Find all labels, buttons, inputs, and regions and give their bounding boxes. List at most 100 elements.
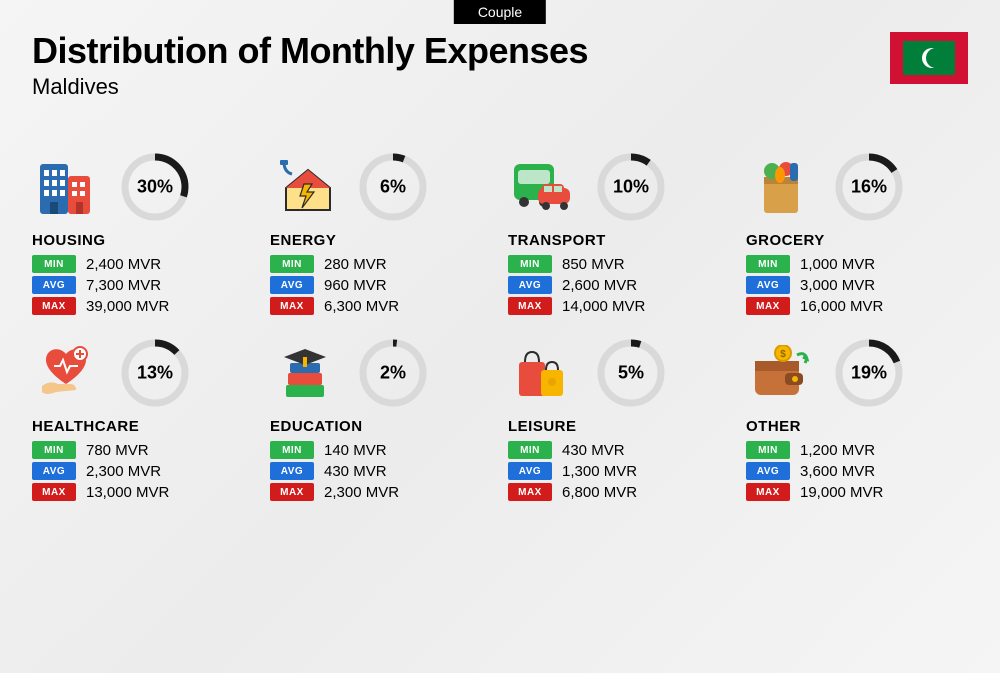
min-badge: MIN	[270, 441, 314, 459]
percent-ring: 30%	[118, 150, 192, 224]
category-name: HOUSING	[32, 232, 254, 249]
bus-car-icon	[508, 156, 578, 218]
stat-min: MIN 1,000 MVR	[746, 255, 968, 273]
min-value: 280 MVR	[324, 256, 387, 273]
flag-maldives-icon	[890, 32, 968, 84]
avg-badge: AVG	[270, 462, 314, 480]
category-card-healthcare: 13% HEALTHCARE MIN 780 MVR AVG 2,300 MVR…	[32, 336, 254, 504]
stat-avg: AVG 1,300 MVR	[508, 462, 730, 480]
category-card-housing: 30% HOUSING MIN 2,400 MVR AVG 7,300 MVR …	[32, 150, 254, 318]
category-name: EDUCATION	[270, 418, 492, 435]
max-badge: MAX	[270, 297, 314, 315]
wallet-icon: $	[746, 342, 816, 404]
stat-min: MIN 280 MVR	[270, 255, 492, 273]
avg-value: 2,600 MVR	[562, 277, 637, 294]
category-name: ENERGY	[270, 232, 492, 249]
books-cap-icon	[270, 342, 340, 404]
category-card-transport: 10% TRANSPORT MIN 850 MVR AVG 2,600 MVR …	[508, 150, 730, 318]
min-value: 140 MVR	[324, 442, 387, 459]
max-badge: MAX	[32, 483, 76, 501]
category-card-education: 2% EDUCATION MIN 140 MVR AVG 430 MVR MAX…	[270, 336, 492, 504]
max-value: 39,000 MVR	[86, 298, 169, 315]
avg-badge: AVG	[270, 276, 314, 294]
min-value: 430 MVR	[562, 442, 625, 459]
max-badge: MAX	[270, 483, 314, 501]
stat-max: MAX 13,000 MVR	[32, 483, 254, 501]
min-value: 780 MVR	[86, 442, 149, 459]
page-title: Distribution of Monthly Expenses	[32, 30, 588, 72]
heart-hand-icon	[32, 342, 102, 404]
percent-label: 13%	[137, 363, 173, 384]
stat-avg: AVG 430 MVR	[270, 462, 492, 480]
min-badge: MIN	[746, 255, 790, 273]
stat-avg: AVG 7,300 MVR	[32, 276, 254, 294]
percent-label: 2%	[380, 363, 406, 384]
min-badge: MIN	[270, 255, 314, 273]
max-value: 16,000 MVR	[800, 298, 883, 315]
max-badge: MAX	[746, 297, 790, 315]
max-badge: MAX	[508, 297, 552, 315]
stat-avg: AVG 960 MVR	[270, 276, 492, 294]
category-name: GROCERY	[746, 232, 968, 249]
max-value: 6,300 MVR	[324, 298, 399, 315]
category-card-energy: 6% ENERGY MIN 280 MVR AVG 960 MVR MAX 6,…	[270, 150, 492, 318]
stat-max: MAX 2,300 MVR	[270, 483, 492, 501]
stat-avg: AVG 2,300 MVR	[32, 462, 254, 480]
percent-label: 19%	[851, 363, 887, 384]
min-badge: MIN	[508, 255, 552, 273]
min-badge: MIN	[32, 441, 76, 459]
category-grid: 30% HOUSING MIN 2,400 MVR AVG 7,300 MVR …	[32, 150, 968, 504]
max-value: 19,000 MVR	[800, 484, 883, 501]
percent-ring: 6%	[356, 150, 430, 224]
stat-min: MIN 780 MVR	[32, 441, 254, 459]
stat-avg: AVG 2,600 MVR	[508, 276, 730, 294]
max-value: 6,800 MVR	[562, 484, 637, 501]
category-name: OTHER	[746, 418, 968, 435]
min-value: 1,200 MVR	[800, 442, 875, 459]
percent-label: 6%	[380, 177, 406, 198]
buildings-icon	[32, 156, 102, 218]
min-value: 2,400 MVR	[86, 256, 161, 273]
percent-ring: 2%	[356, 336, 430, 410]
percent-ring: 16%	[832, 150, 906, 224]
stat-max: MAX 19,000 MVR	[746, 483, 968, 501]
category-name: TRANSPORT	[508, 232, 730, 249]
avg-value: 3,000 MVR	[800, 277, 875, 294]
stat-max: MAX 14,000 MVR	[508, 297, 730, 315]
svg-text:$: $	[780, 349, 786, 360]
percent-label: 30%	[137, 177, 173, 198]
stat-min: MIN 140 MVR	[270, 441, 492, 459]
avg-value: 2,300 MVR	[86, 463, 161, 480]
max-badge: MAX	[508, 483, 552, 501]
stat-max: MAX 6,800 MVR	[508, 483, 730, 501]
shopping-bags-icon	[508, 342, 578, 404]
stat-avg: AVG 3,600 MVR	[746, 462, 968, 480]
avg-badge: AVG	[508, 276, 552, 294]
stat-min: MIN 2,400 MVR	[32, 255, 254, 273]
max-value: 13,000 MVR	[86, 484, 169, 501]
category-name: LEISURE	[508, 418, 730, 435]
avg-badge: AVG	[32, 276, 76, 294]
avg-value: 7,300 MVR	[86, 277, 161, 294]
min-badge: MIN	[746, 441, 790, 459]
min-badge: MIN	[508, 441, 552, 459]
percent-label: 16%	[851, 177, 887, 198]
avg-badge: AVG	[746, 276, 790, 294]
category-name: HEALTHCARE	[32, 418, 254, 435]
percent-ring: 5%	[594, 336, 668, 410]
percent-label: 10%	[613, 177, 649, 198]
max-badge: MAX	[32, 297, 76, 315]
max-badge: MAX	[746, 483, 790, 501]
min-value: 1,000 MVR	[800, 256, 875, 273]
page-subtitle: Maldives	[32, 74, 588, 100]
title-block: Distribution of Monthly Expenses Maldive…	[32, 30, 588, 100]
stat-max: MAX 16,000 MVR	[746, 297, 968, 315]
stat-max: MAX 6,300 MVR	[270, 297, 492, 315]
avg-value: 3,600 MVR	[800, 463, 875, 480]
avg-badge: AVG	[32, 462, 76, 480]
max-value: 2,300 MVR	[324, 484, 399, 501]
percent-label: 5%	[618, 363, 644, 384]
category-card-leisure: 5% LEISURE MIN 430 MVR AVG 1,300 MVR MAX…	[508, 336, 730, 504]
min-badge: MIN	[32, 255, 76, 273]
avg-badge: AVG	[508, 462, 552, 480]
